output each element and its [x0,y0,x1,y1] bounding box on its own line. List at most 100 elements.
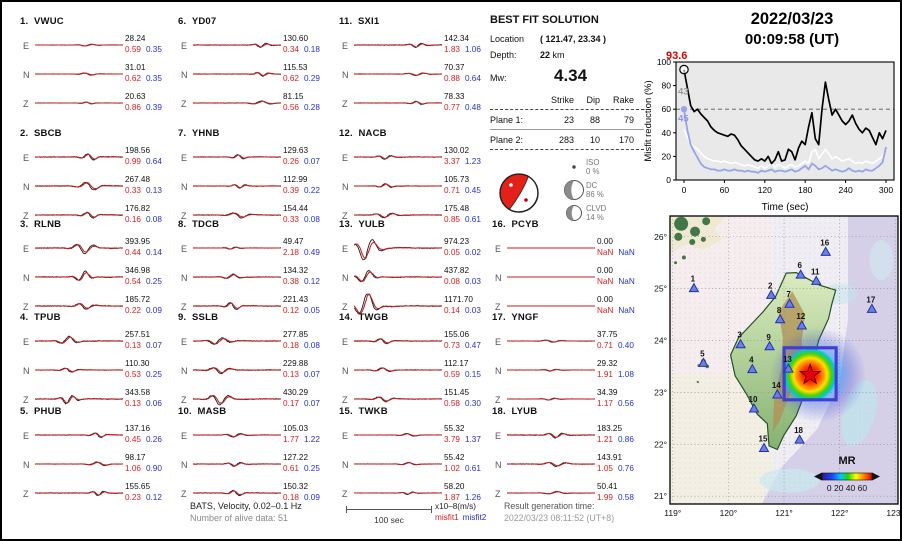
misfit1-value: 0.12 [283,305,299,315]
component-row-e: E 974.23 0.05 0.02 [339,234,491,263]
amplitude-value: 229.88 [283,359,309,368]
misfit2-value: 0.09 [145,305,162,315]
misfit2-value: 1.22 [303,434,320,444]
amplitude-value: 150.32 [283,482,309,491]
synthetic-waveform [193,337,281,345]
component-row-z: Z 34.39 1.17 0.56 [492,385,644,414]
amplitude-value: 155.65 [125,482,151,491]
plane1-rake: 79 [623,114,634,125]
waveform-trace [35,270,123,281]
component-label: N [181,70,188,80]
waveform-trace [354,154,442,160]
component-label: N [342,366,349,376]
amplitude-value: 175.48 [444,204,470,213]
table-divider [490,109,644,110]
misfit2-value: 0.30 [464,398,481,408]
dc-item: DC 86 % [562,179,606,201]
component-label: Z [181,302,187,312]
synthetic-waveform [354,241,442,260]
component-label: E [181,337,188,347]
component-label: Z [342,489,348,499]
component-label: N [181,182,188,192]
plane1-dip: 88 [589,114,600,125]
waveform-trace [35,395,123,405]
plane1-label: Plane 1: [490,114,524,125]
mw-value: 4.34 [554,66,588,85]
misfit1-value: 0.13 [283,369,299,379]
amplitude-value: 974.23 [444,237,470,246]
lon-tick-label: 120° [720,508,738,518]
lat-tick-label: 26° [654,232,667,242]
misfit1-value: 0.05 [444,247,460,257]
component-row-n: N 346.98 0.54 0.25 [20,263,172,292]
synthetic-waveform [354,100,442,105]
synthetic-waveform [193,212,281,218]
map-station-marker-7: 7 [784,290,795,308]
misfit1-value: 0.62 [283,73,299,83]
amplitude-value: 0.00 [597,266,613,275]
waveform-trace [193,212,281,219]
synthetic-waveform [193,100,281,105]
amplitude-value: 129.63 [283,146,309,155]
misfit1-value: 0.71 [444,185,460,195]
synthetic-waveform [354,72,442,76]
map-station-marker-4: 4 [746,356,758,374]
misfit1-value: 0.16 [125,214,141,224]
component-label: N [342,273,349,283]
misfit1-value: 0.59 [125,44,141,54]
iso-item: ISO 0 % [562,158,606,176]
component-row-n: N 112.99 0.39 0.22 [178,172,330,201]
component-label: Z [23,99,29,109]
dip-header: Dip [586,94,600,105]
synthetic-waveform [354,293,442,314]
waveform-trace [35,367,123,373]
amplitude-value: 346.98 [125,266,151,275]
amplitude-value: 105.73 [444,175,470,184]
component-row-e: E 155.06 0.73 0.47 [339,327,491,356]
synthetic-waveform [193,462,281,467]
clvd-item: CLVD 14 % [562,204,606,222]
synthetic-waveform [35,303,123,309]
waveform-trace [193,394,281,406]
amplitude-value: 112.17 [444,359,469,368]
component-row-z: Z 151.45 0.58 0.30 [339,385,491,414]
synthetic-waveform [193,367,281,374]
y-tick-label: 20 [662,151,672,161]
misfit2-value: 0.61 [464,463,481,473]
station-block-sslb: 9. SSLB E 277.85 0.18 0.08 N 229.88 0.13 0.07 Z 43… [178,312,330,414]
station-block-rlnb: 3. RLNB E 393.95 0.44 0.14 N 346.98 0.54 0.25 Z 18… [20,219,172,321]
amplitude-value: 1171.70 [444,295,473,304]
iso-pct: 0 % [586,167,600,176]
component-row-e: E 183.25 1.21 0.86 [492,421,644,450]
misfit2-value: 1.08 [617,369,634,379]
x-tick-label: 60 [720,185,730,195]
synthetic-waveform [507,397,595,401]
station-header: 9. SSLB [178,312,219,323]
waveform-trace [193,337,281,345]
misfit2-value: 0.25 [145,369,162,379]
waveform-trace [193,100,281,105]
waveform-trace [35,243,123,255]
amplitude-value: 31.01 [125,63,146,72]
lat-tick-label: 24° [654,336,667,346]
component-label: N [23,273,30,283]
station-block-phub: 5. PHUB E 137.16 0.45 0.26 N 98.17 1.06 0.90 Z 155… [20,406,172,508]
map-frame [669,215,899,505]
amplitude-value: 137.16 [125,424,151,433]
scalebar-label: 100 sec [374,515,404,525]
misfit1-value: 1.77 [283,434,299,444]
station-header: 12. NACB [339,128,387,139]
waveform-trace [35,461,123,467]
station-block-vwuc: 1. VWUC E 28.24 0.59 0.35 N 31.01 0.62 0.35 Z 20.6… [20,16,172,118]
misfit2-value: 0.58 [617,492,634,502]
waveform-trace [193,461,281,468]
component-row-e: E 257.51 0.13 0.07 [20,327,172,356]
y-axis-label: Misfit reduction (%) [643,80,654,161]
amplitude-value: 34.39 [597,388,618,397]
dc-beachball-icon [562,179,586,201]
processing-info: BATS, Velocity, 0.02–0.1 Hz Number of al… [190,501,302,524]
station-block-lyub: 18. LYUB E 183.25 1.21 0.86 N 143.91 1.05 0.76 Z 5… [492,406,644,508]
misfit1-value: 0.73 [444,340,460,350]
location-value: ( 121.47, 23.34 ) [540,34,607,44]
misfit1-value: 2.18 [283,247,299,257]
